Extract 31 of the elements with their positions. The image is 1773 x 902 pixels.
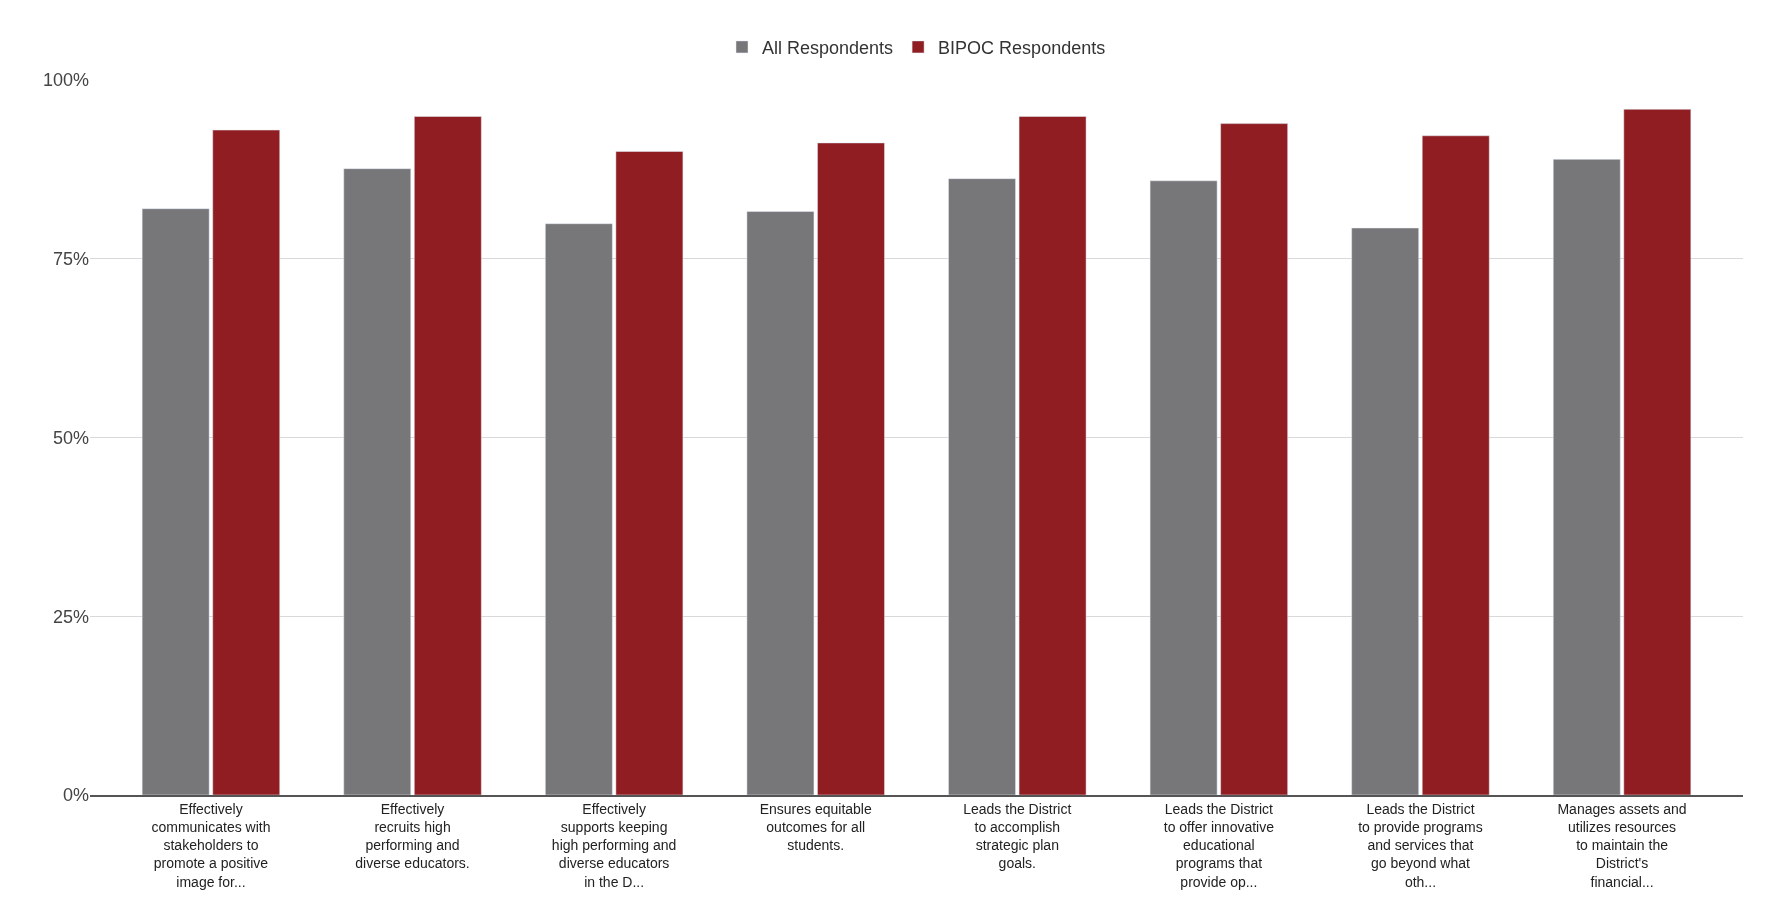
y-tick-label: 0% bbox=[62, 785, 89, 806]
legend-label: All Respondents bbox=[762, 37, 894, 58]
bar bbox=[343, 168, 412, 795]
bar bbox=[414, 116, 482, 795]
x-tick-label: Leads the District to offer innovative educational programs that provide op... bbox=[1163, 800, 1275, 890]
x-tick-label: Leads the District to provide programs and services that go beyond what oth... bbox=[1358, 800, 1483, 890]
bar bbox=[1553, 159, 1621, 795]
bar bbox=[746, 211, 815, 795]
bar bbox=[1018, 116, 1087, 795]
y-tick-label: 50% bbox=[52, 427, 89, 448]
x-tick-label: Effectively recruits high performing and diverse educators. bbox=[355, 800, 470, 872]
bar bbox=[141, 208, 210, 795]
x-tick-label: Effectively supports keeping high performing and diverse educators in the D... bbox=[551, 800, 677, 890]
bar bbox=[545, 223, 613, 795]
bar bbox=[1421, 135, 1490, 795]
bar bbox=[1220, 123, 1288, 795]
x-tick-label: Effectively communicates with stakeholders to promote a positive image for... bbox=[151, 800, 271, 890]
bar bbox=[1351, 227, 1419, 795]
bar bbox=[1149, 180, 1218, 795]
x-tick-label: Ensures equitable outcomes for all students. bbox=[759, 800, 872, 854]
bar bbox=[1623, 109, 1692, 795]
y-tick-label: 75% bbox=[52, 249, 89, 270]
y-tick-label: 100% bbox=[42, 70, 89, 91]
bar bbox=[212, 129, 280, 795]
bar bbox=[817, 142, 885, 795]
bar bbox=[948, 178, 1016, 795]
legend-label: BIPOC Respondents bbox=[938, 37, 1106, 58]
x-tick-label: Leads the District to accomplish strategic plan goals. bbox=[963, 800, 1072, 872]
y-tick-label: 25% bbox=[52, 606, 89, 627]
bar bbox=[615, 151, 684, 795]
x-tick-label: Manages assets and utilizes resources to maintain the District's financial... bbox=[1557, 800, 1687, 890]
